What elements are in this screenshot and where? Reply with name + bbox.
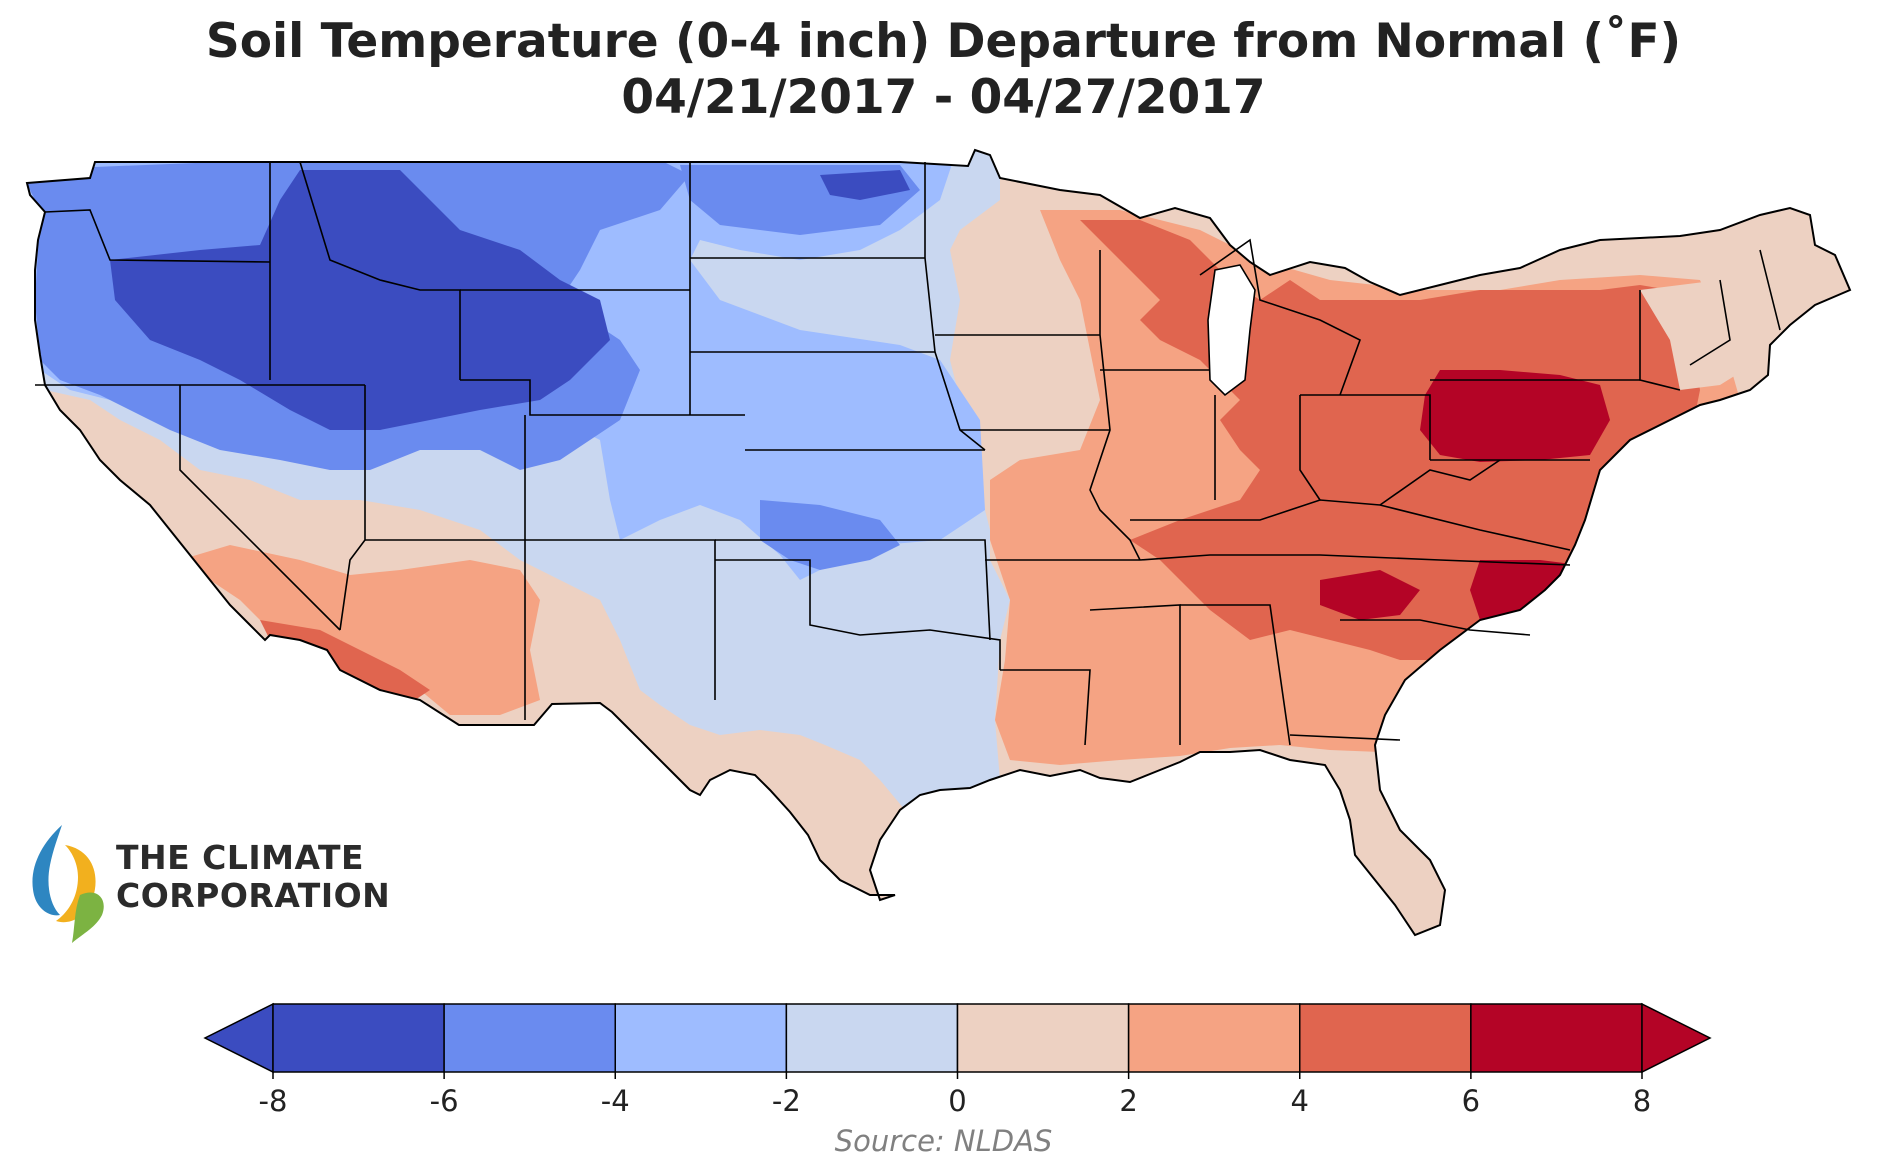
field-bin-0-2-new-england [1640, 230, 1850, 390]
colorbar-bin-6 [1299, 1003, 1472, 1073]
state-borders [35, 161, 1781, 746]
border-ks-ok [715, 539, 991, 641]
border-ny-new-england [1639, 290, 1681, 391]
border-nc-sc [1340, 619, 1531, 636]
colorbar-tick-label: 8 [1632, 1084, 1652, 1118]
border-ca-nv [179, 385, 341, 631]
field-bin-2-4-west [180, 545, 540, 715]
colorbar-extend-low [203, 1002, 274, 1074]
source-note: Source: NLDAS [834, 1124, 1053, 1158]
colorbar-tick-label: 4 [1290, 1084, 1309, 1118]
temperature-field [27, 150, 1850, 935]
colorbar-bin-3 [785, 1003, 959, 1073]
lake-michigan [1207, 264, 1256, 397]
border-wi-il [1089, 250, 1141, 561]
colorbar-extend-high [1641, 1002, 1712, 1074]
border-wy-ut-co [460, 379, 745, 416]
colorbar-bin-4 [956, 1003, 1130, 1073]
colorbar-tick-label: 2 [1119, 1084, 1138, 1118]
colorbar-tick-label: 0 [948, 1084, 967, 1118]
colorbar-tick-label: -2 [771, 1084, 801, 1118]
conus-map [26, 149, 1851, 936]
colorbar-tick-label: -8 [258, 1084, 288, 1118]
border-tn-south [1139, 554, 1571, 566]
border-ga-fl [1289, 734, 1401, 741]
colorbar-bin-1 [443, 1003, 616, 1073]
logo-leaf-icon [32, 825, 104, 943]
logo-text-line-1: THE CLIMATE [116, 838, 365, 877]
colorbar-bin-0 [272, 1003, 445, 1073]
border-nh-me [1759, 249, 1781, 331]
colorbar-bin-5 [1127, 1003, 1301, 1073]
border-mn-dakotas [924, 162, 986, 451]
border-vt-nh [1689, 279, 1731, 366]
field-bin-neg8-neg6 [110, 170, 610, 430]
colorbar-bin-2 [614, 1003, 788, 1073]
colorbar-tick-label: 6 [1461, 1084, 1481, 1118]
colorbar-tick-label: -6 [429, 1084, 459, 1118]
border-ky-tn-va [1130, 499, 1571, 551]
border-oh-pa [1300, 394, 1431, 460]
map-date-range: 04/21/2017 - 04/27/2017 [621, 70, 1266, 125]
border-al-ga [1180, 604, 1291, 746]
border-wv-va [1379, 459, 1501, 506]
border-wa-or [44, 209, 271, 263]
border-nv-az [339, 385, 366, 631]
border-in-oh [1299, 395, 1321, 501]
logo-text-line-2: CORPORATION [116, 876, 391, 915]
field-bin-6-8-penn [1420, 370, 1610, 462]
field-bin-neg6-neg4-kansas [760, 500, 900, 570]
border-id-mt [299, 161, 461, 380]
climate-corporation-logo: THE CLIMATE CORPORATION [20, 815, 400, 945]
border-michigan [1199, 238, 1361, 396]
field-bin-6-8-smokies [1320, 570, 1420, 620]
colorbar-bin-7 [1470, 1003, 1643, 1073]
border-ar-la [1000, 669, 1091, 746]
map-title: Soil Temperature (0-4 inch) Departure fr… [205, 14, 1682, 69]
field-bin-neg8-neg6-nd [820, 170, 910, 200]
border-ok-tx [715, 559, 1001, 670]
colorbar-tick-label: -4 [600, 1084, 630, 1118]
